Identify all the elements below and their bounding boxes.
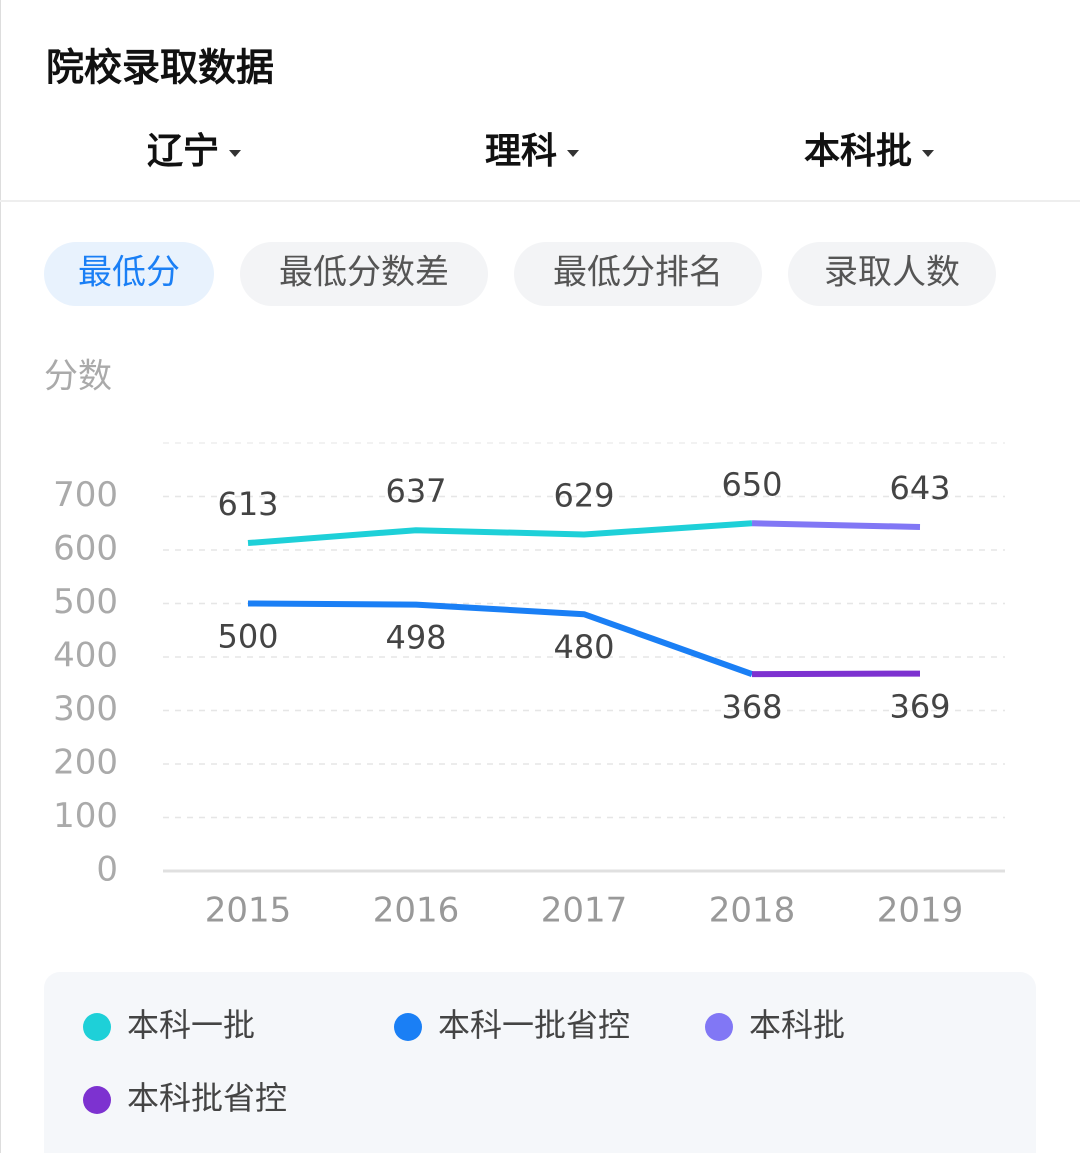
- data-label: 500: [217, 618, 278, 656]
- tab-label[interactable]: 录取人数: [824, 253, 960, 293]
- y-tick-label: 400: [53, 636, 118, 676]
- y-axis-title: 分数: [44, 357, 112, 397]
- tab-label[interactable]: 最低分: [78, 253, 180, 293]
- data-label: 369: [889, 688, 950, 726]
- legend-swatch: [394, 1013, 422, 1041]
- tab[interactable]: [44, 242, 214, 306]
- y-tick-label: 300: [53, 689, 118, 729]
- data-label: 368: [721, 688, 782, 726]
- data-label: 643: [889, 469, 950, 507]
- x-tick-label: 2015: [205, 891, 292, 931]
- y-tick-label: 500: [53, 582, 118, 622]
- y-tick-label: 700: [53, 475, 118, 515]
- filters: 辽宁 理科 本科批: [147, 131, 935, 172]
- line: [247, 520, 753, 547]
- tab[interactable]: [240, 242, 488, 306]
- data-label: 629: [553, 476, 614, 514]
- tab-label[interactable]: 最低分排名: [553, 253, 723, 293]
- plot: 0 100 200 300 400 500 600 700 2015 2016 2017 2018 20…: [53, 442, 1005, 931]
- y-tick-label: 100: [53, 796, 118, 836]
- y-tick-label: 600: [53, 529, 118, 569]
- tab[interactable]: [514, 242, 762, 306]
- tab[interactable]: [788, 242, 996, 306]
- data-label: 498: [385, 619, 446, 657]
- legend-swatch: [705, 1013, 733, 1041]
- legend-swatch: [83, 1013, 111, 1041]
- legend: [44, 972, 1036, 1157]
- data-label: 480: [553, 628, 614, 666]
- data-label: 613: [217, 485, 278, 523]
- filter[interactable]: 理科: [485, 131, 557, 172]
- y-tick-label: 200: [53, 743, 118, 783]
- x-tick-label: 2018: [709, 891, 796, 931]
- filter[interactable]: 本科批: [804, 131, 912, 172]
- x-tick-label: 2017: [541, 891, 628, 931]
- legend-label: 本科批省控: [127, 1079, 287, 1117]
- x-tick-label: 2016: [373, 891, 460, 931]
- line: [751, 670, 921, 678]
- legend-label: 本科批: [749, 1006, 845, 1044]
- filter[interactable]: 辽宁: [147, 131, 219, 172]
- caret: [229, 150, 242, 157]
- title: 院校录取数据: [46, 46, 274, 90]
- caret: [922, 150, 935, 157]
- x-tick-label: 2019: [877, 891, 964, 931]
- line: [751, 520, 921, 530]
- legend-swatch: [83, 1086, 111, 1114]
- caret: [567, 150, 580, 157]
- data-label: 650: [721, 465, 782, 503]
- legend-label: 本科一批省控: [438, 1006, 630, 1044]
- line: [247, 600, 754, 677]
- tab-label[interactable]: 最低分数差: [279, 253, 449, 293]
- y-tick-label: 0: [96, 850, 118, 890]
- data-label: 637: [385, 472, 446, 510]
- tabs: 最低分 最低分数差 最低分排名 录取人数: [44, 242, 996, 306]
- legend-label: 本科一批: [127, 1006, 255, 1044]
